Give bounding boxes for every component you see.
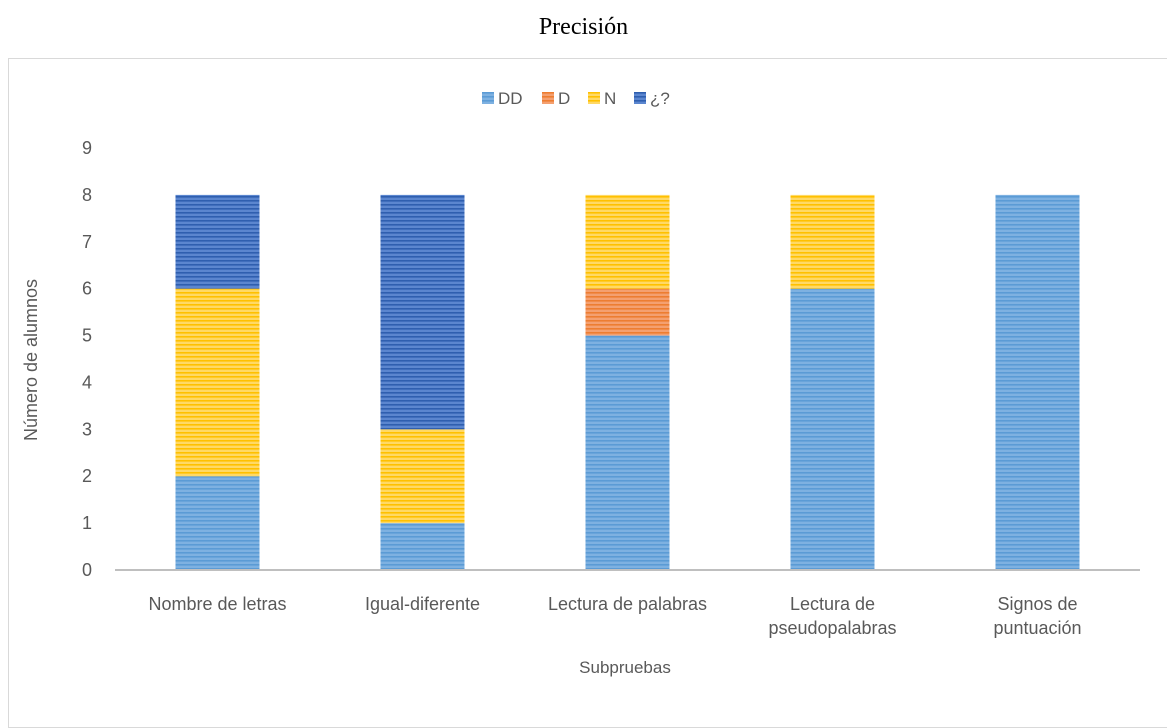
legend-label: ¿? (650, 89, 670, 108)
bar-segment-DD (175, 476, 260, 570)
bar-segment-DD (790, 288, 875, 570)
x-axis: Nombre de letras Igual-diferente Lectura d… (115, 569, 1140, 638)
x-axis-label: Subpruebas (579, 658, 671, 677)
legend-swatch (482, 92, 494, 104)
y-tick-label: 1 (82, 513, 92, 533)
legend-swatch (542, 92, 554, 104)
legend-item-D: D (542, 89, 570, 108)
y-tick-label: 5 (82, 326, 92, 346)
y-axis-label: Número de alumnos (21, 279, 41, 441)
y-tick-label: 0 (82, 560, 92, 580)
legend-swatch (634, 92, 646, 104)
bar-segment-DD (585, 335, 670, 570)
y-tick-label: 4 (82, 372, 92, 392)
x-tick-label: Nombre de letras (148, 594, 286, 614)
bar-segment-N (790, 194, 875, 289)
legend-item-N: N (588, 89, 616, 108)
bar-segment-N (585, 194, 670, 289)
y-tick-label: 3 (82, 419, 92, 439)
bar-segment-D (585, 288, 670, 336)
legend-label: D (558, 89, 570, 108)
x-tick-label: pseudopalabras (768, 618, 896, 638)
legend: DD D N ¿? (482, 89, 670, 108)
x-tick-label: Igual-diferente (365, 594, 480, 614)
bar-segment-¿? (175, 194, 260, 289)
y-axis: 0 1 2 3 4 5 6 7 8 9 (82, 138, 92, 580)
x-tick-label: Lectura de palabras (548, 594, 707, 614)
legend-item-¿?: ¿? (634, 89, 670, 108)
bars (175, 194, 1080, 570)
y-tick-label: 8 (82, 185, 92, 205)
chart-title: Precisión (538, 14, 629, 40)
y-tick-label: 2 (82, 466, 92, 486)
x-tick-label: Signos de (997, 594, 1077, 614)
legend-item-DD: DD (482, 89, 523, 108)
legend-label: N (604, 89, 616, 108)
x-tick-label: Lectura de (790, 594, 875, 614)
y-tick-label: 6 (82, 279, 92, 299)
bar-segment-¿? (380, 194, 465, 430)
legend-swatch (588, 92, 600, 104)
bar-segment-DD (995, 194, 1080, 570)
y-tick-label: 7 (82, 232, 92, 252)
y-tick-label: 9 (82, 138, 92, 158)
bar-segment-N (175, 288, 260, 477)
legend-label: DD (498, 89, 523, 108)
x-tick-label: puntuación (993, 618, 1081, 638)
bar-segment-DD (380, 523, 465, 570)
bar-segment-N (380, 429, 465, 524)
